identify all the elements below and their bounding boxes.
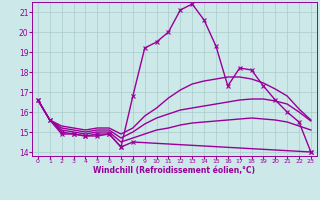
X-axis label: Windchill (Refroidissement éolien,°C): Windchill (Refroidissement éolien,°C) bbox=[93, 166, 255, 175]
